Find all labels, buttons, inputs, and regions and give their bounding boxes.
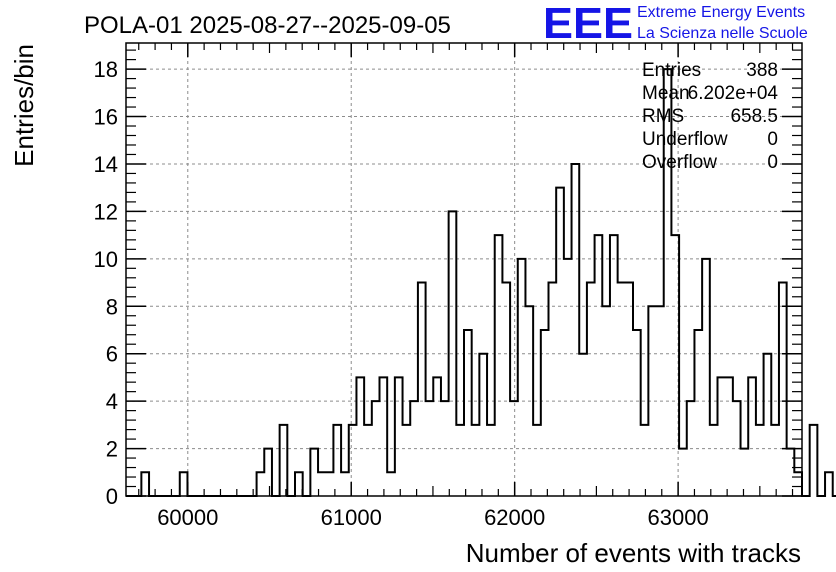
histogram-bin [433,377,441,496]
stat-label-underflow: Underflow [642,129,728,150]
logo-line-2: La Scienza nelle Scuole [637,25,808,42]
histogram-bin [825,472,833,496]
histogram-bin [756,425,764,496]
stat-value-overflow: 0 [767,152,778,173]
histogram-bin [403,425,411,496]
stat-label-rms: RMS [642,106,684,127]
histogram-bin [748,377,756,496]
histogram-bin [764,354,772,496]
histogram-bin [472,425,480,496]
y-tick-label: 16 [94,105,118,130]
histogram-bin [464,330,472,496]
y-tick-label: 10 [94,247,118,272]
histogram-bin [280,425,288,496]
histogram-bin [349,425,357,496]
histogram-bin [418,283,426,496]
stats-box: Entries 388 Mean 6.202e+04 RMS 658.5 Und… [642,60,778,173]
axis-ticks [126,43,802,497]
histogram-bin [587,283,595,496]
histogram-bin [710,425,718,496]
histogram-bin [479,354,487,496]
histogram-bin [718,377,726,496]
histogram-bin [487,425,495,496]
histogram-bin [671,235,679,496]
histogram-bin [518,259,526,496]
histogram-bin [456,425,464,496]
chart-title: POLA-01 2025-08-27--2025-09-05 [84,12,451,39]
stat-value-entries: 388 [746,60,778,81]
histogram-bin [341,472,349,496]
histogram-bin [180,472,188,496]
histogram-bin [610,235,618,496]
histogram-bin [556,188,564,496]
histogram-bin [579,354,587,496]
x-tick-label: 60000 [157,505,218,530]
histogram-bin [771,425,779,496]
histogram-bin [618,283,626,496]
histogram-bin [257,472,265,496]
histogram-bins [141,69,836,496]
histogram-bin [333,425,341,496]
x-tick-label: 61000 [321,505,382,530]
histogram-bin [572,164,580,496]
histogram-bin [595,235,603,496]
plot-frame [125,42,803,497]
histogram-bin [549,283,557,496]
grid-lines [126,43,802,496]
x-tick-label: 62000 [484,505,545,530]
y-tick-label: 4 [106,389,118,414]
histogram-bin [779,283,787,496]
histogram-bin [380,377,388,496]
histogram-bin [679,449,687,496]
histogram-bin [141,472,149,496]
histogram-bin [694,330,702,496]
histogram-bin [364,425,372,496]
y-tick-label: 2 [106,437,118,462]
stat-label-entries: Entries [642,60,701,81]
eee-logo-mark: EEE [543,0,633,48]
histogram-bin [564,259,572,496]
histogram-bin [741,449,749,496]
histogram-bin [633,330,641,496]
histogram-bin [264,449,272,496]
histogram-bin [794,472,802,496]
y-tick-label: 12 [94,199,118,224]
histogram-bin [533,425,541,496]
logo-line-1: Extreme Energy Events [637,4,805,21]
y-tick-label: 18 [94,57,118,82]
histogram-bin [502,283,510,496]
histogram-bin [395,377,403,496]
histogram-bin [541,330,549,496]
histogram-bin [787,449,795,496]
histogram-bin [641,425,649,496]
tick-labels: 0 2 4 6 8 10 12 14 16 18 60000 61000 62000 63000 [94,57,709,530]
y-tick-label: 6 [106,342,118,367]
stat-value-rms: 658.5 [730,106,778,127]
stat-label-overflow: Overflow [642,152,717,173]
y-tick-label: 14 [94,152,118,177]
histogram-bin [326,472,334,496]
histogram-outline [126,68,836,497]
stat-label-mean: Mean [642,83,690,104]
histogram-bin [295,472,303,496]
histogram-bin [318,472,326,496]
histogram-bin [810,425,818,496]
histogram-bin [625,283,633,496]
stat-value-underflow: 0 [767,129,778,150]
histogram-bin [495,235,503,496]
histogram-bin [356,377,364,496]
y-axis-title: Entries/bin [9,44,39,167]
y-tick-label: 0 [106,484,118,509]
histogram-bin [702,259,710,496]
histogram-bin [387,472,395,496]
stat-value-mean: 6.202e+04 [688,83,779,104]
histogram-bin [725,377,733,496]
x-tick-label: 63000 [648,505,709,530]
y-tick-label: 8 [106,294,118,319]
x-axis-title: Number of events with tracks [466,538,801,568]
histogram-bin [310,449,318,496]
